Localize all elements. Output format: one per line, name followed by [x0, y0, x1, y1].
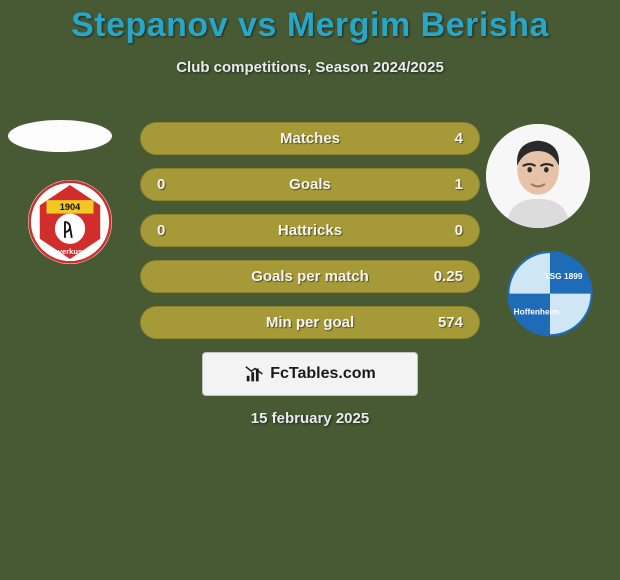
stat-row: Goals per match 0.25 — [140, 260, 480, 293]
player2-photo — [486, 124, 590, 228]
svg-text:TSG 1899: TSG 1899 — [545, 271, 583, 281]
stat-label: Goals — [197, 176, 423, 193]
brand-badge: FcTables.com — [202, 352, 418, 396]
stat-right-value: 4 — [423, 130, 463, 147]
stat-left-value: 0 — [157, 222, 197, 239]
stat-right-value: 1 — [423, 176, 463, 193]
stat-right-value: 0 — [423, 222, 463, 239]
player1-club-badge: 1904 Leverkusen — [28, 180, 112, 264]
stat-label: Matches — [197, 130, 423, 147]
svg-text:Leverkusen: Leverkusen — [49, 247, 91, 256]
player1-photo — [8, 120, 112, 152]
stat-row: Min per goal 574 — [140, 306, 480, 339]
stat-left-value: 0 — [157, 176, 197, 193]
bar-chart-icon — [244, 363, 266, 385]
player2-club-badge: TSG 1899 Hoffenheim — [498, 260, 602, 344]
date-text: 15 february 2025 — [0, 410, 620, 427]
stat-row: 0 Hattricks 0 — [140, 214, 480, 247]
stats-rows: Matches 4 0 Goals 1 0 Hattricks 0 Goals … — [140, 122, 480, 352]
stat-label: Hattricks — [197, 222, 423, 239]
stat-row: Matches 4 — [140, 122, 480, 155]
stat-right-value: 0.25 — [423, 268, 463, 285]
stat-label: Min per goal — [197, 314, 423, 331]
subtitle: Club competitions, Season 2024/2025 — [0, 59, 620, 76]
brand-text: FcTables.com — [270, 365, 376, 383]
stat-row: 0 Goals 1 — [140, 168, 480, 201]
svg-text:1904: 1904 — [60, 202, 81, 212]
hoffenheim-icon: TSG 1899 Hoffenheim — [498, 250, 602, 354]
page-title: Stepanov vs Mergim Berisha — [0, 0, 620, 45]
svg-text:Hoffenheim: Hoffenheim — [514, 306, 560, 316]
bayer-leverkusen-icon: 1904 Leverkusen — [28, 180, 112, 264]
comparison-card: Stepanov vs Mergim Berisha Club competit… — [0, 0, 620, 580]
stat-label: Goals per match — [197, 268, 423, 285]
stat-right-value: 574 — [423, 314, 463, 331]
